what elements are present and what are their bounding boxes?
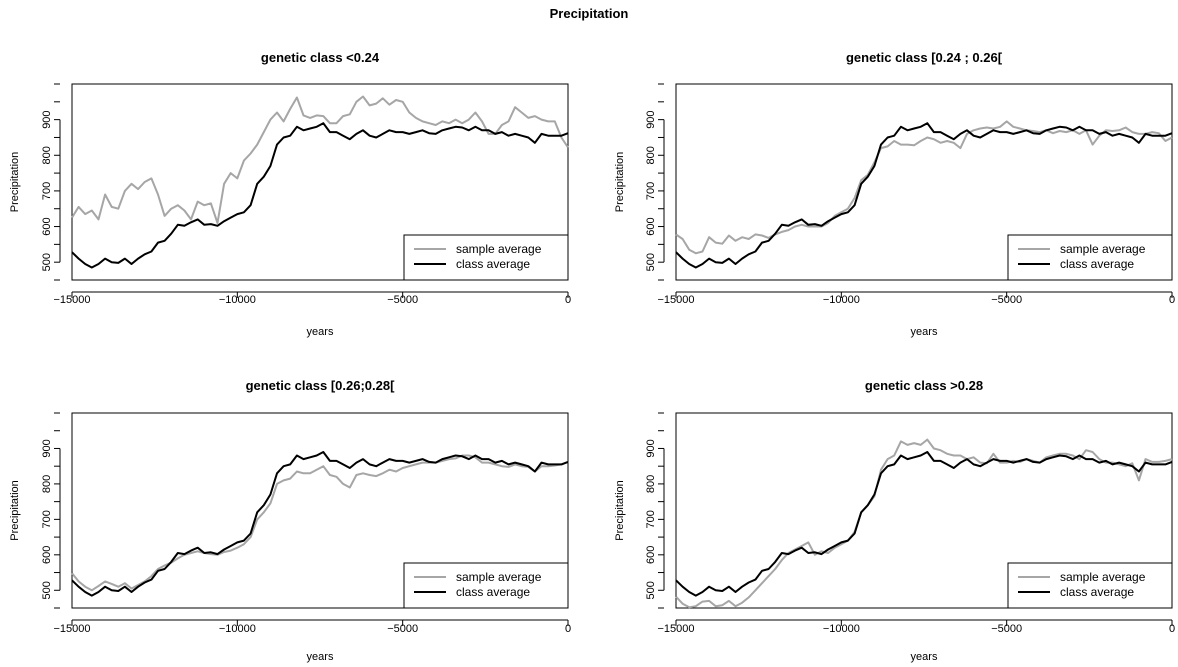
plot-frame <box>71 412 569 609</box>
legend-box <box>1007 234 1173 281</box>
panel-2: genetic class [0.24 ; 0.26[ −15000 −10000 −… <box>614 50 1175 338</box>
y-tick-label: 800 <box>645 475 657 493</box>
legend-label: sample average <box>456 242 542 256</box>
y-tick-label: 900 <box>41 439 53 457</box>
x-tick-label: −10000 <box>823 623 860 635</box>
series-line-sample-average <box>71 454 569 592</box>
x-axis-label: years <box>307 651 334 663</box>
x-tick-label: −5000 <box>387 623 418 635</box>
y-tick-label: 800 <box>41 146 53 164</box>
x-axis-label: years <box>911 651 938 663</box>
y-axis-label: Precipitation <box>9 480 21 541</box>
plot-frame <box>675 83 1173 281</box>
y-tick-label: 800 <box>41 475 53 493</box>
legend-box <box>403 562 569 609</box>
x-axis-label: years <box>307 326 334 338</box>
panel-title: genetic class <0.24 <box>261 50 380 65</box>
y-tick-label: 700 <box>645 510 657 528</box>
x-tick-label: −15000 <box>657 623 694 635</box>
x-tick-label: −15000 <box>53 294 90 306</box>
y-tick-label: 600 <box>41 546 53 564</box>
y-tick-label: 900 <box>645 439 657 457</box>
y-axis-label: Precipitation <box>9 152 21 213</box>
y-tick-label: 500 <box>645 253 657 271</box>
legend-box <box>1007 562 1173 609</box>
x-tick-label: −5000 <box>991 623 1022 635</box>
panel-4: genetic class >0.28 −15000 −10000 −5000 0 500… <box>614 378 1175 663</box>
panel-title: genetic class [0.26;0.28[ <box>246 378 396 393</box>
x-tick-label: 0 <box>565 623 571 635</box>
series-line-sample-average <box>675 438 1173 609</box>
y-tick-label: 500 <box>645 581 657 599</box>
x-tick-label: −10000 <box>219 623 256 635</box>
y-tick-label: 700 <box>41 182 53 200</box>
legend-label: sample average <box>1060 242 1146 256</box>
y-tick-label: 900 <box>41 110 53 128</box>
legend-label: class average <box>456 585 530 599</box>
legend-box <box>403 234 569 281</box>
legend-label: class average <box>1060 585 1134 599</box>
x-tick-label: 0 <box>1169 623 1175 635</box>
series-line-sample-average <box>71 95 569 224</box>
y-tick-label: 900 <box>645 110 657 128</box>
plot-frame <box>71 83 569 281</box>
x-tick-label: −15000 <box>657 294 694 306</box>
panel-title: genetic class [0.24 ; 0.26[ <box>846 50 1003 65</box>
y-axis-label: Precipitation <box>614 152 626 213</box>
x-tick-label: −10000 <box>219 294 256 306</box>
x-tick-label: −5000 <box>991 294 1022 306</box>
legend-label: class average <box>456 257 530 271</box>
series-line-sample-average <box>675 120 1173 255</box>
y-axis-label: Precipitation <box>614 480 626 541</box>
y-tick-label: 600 <box>645 546 657 564</box>
series-line-class-average <box>71 122 569 269</box>
y-tick-label: 800 <box>645 146 657 164</box>
series-line-class-average <box>71 451 569 597</box>
y-tick-label: 600 <box>41 217 53 235</box>
plot-frame <box>675 412 1173 609</box>
y-tick-label: 500 <box>41 253 53 271</box>
legend-label: class average <box>1060 257 1134 271</box>
figure-title: Precipitation <box>550 6 629 21</box>
panel-3: genetic class [0.26;0.28[ −15000 −10000 −50… <box>9 378 571 663</box>
x-tick-label: −15000 <box>53 623 90 635</box>
legend-label: sample average <box>456 570 542 584</box>
panel-1: genetic class <0.24 −15000 −10000 −5000 0 500… <box>9 50 571 338</box>
y-tick-label: 700 <box>645 182 657 200</box>
y-tick-label: 700 <box>41 510 53 528</box>
y-tick-label: 600 <box>645 217 657 235</box>
series-line-class-average <box>675 122 1173 269</box>
y-tick-label: 500 <box>41 581 53 599</box>
x-tick-label: 0 <box>565 294 571 306</box>
x-tick-label: 0 <box>1169 294 1175 306</box>
x-tick-label: −5000 <box>387 294 418 306</box>
series-line-class-average <box>675 451 1173 597</box>
panel-title: genetic class >0.28 <box>865 378 983 393</box>
x-tick-label: −10000 <box>823 294 860 306</box>
legend-label: sample average <box>1060 570 1146 584</box>
x-axis-label: years <box>911 326 938 338</box>
